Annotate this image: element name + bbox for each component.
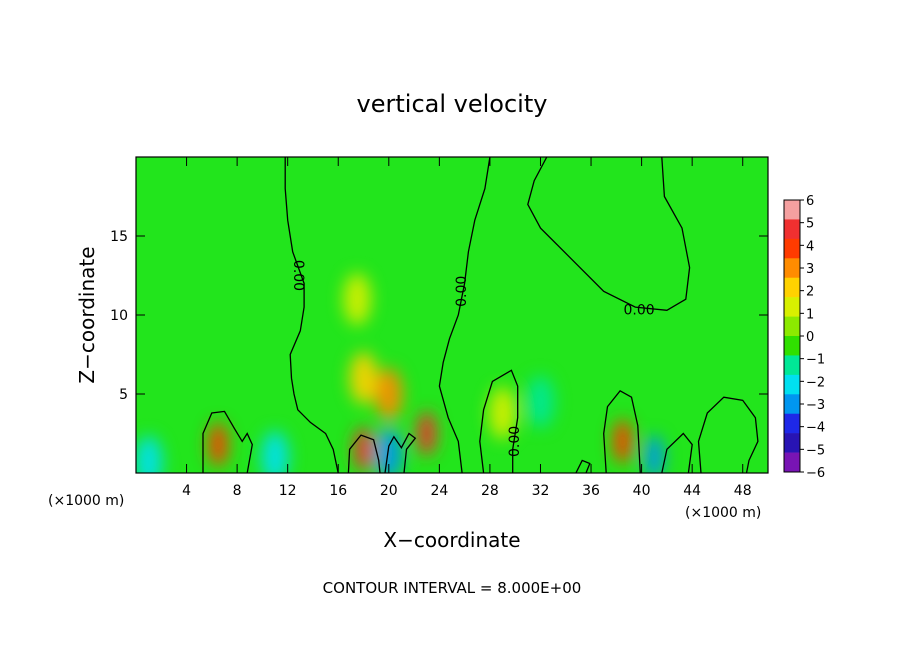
colorbar-label: 5 xyxy=(806,217,814,232)
colorbar-swatch xyxy=(784,374,800,395)
contour-label: 0.00 xyxy=(623,302,654,318)
contour-line xyxy=(527,157,691,311)
y-axis-label: Z−coordinate xyxy=(75,246,99,383)
colorbar-label: 1 xyxy=(806,307,814,322)
field-blob-pos xyxy=(343,273,372,326)
y-tick-label: 15 xyxy=(110,229,128,245)
field-blob-pos xyxy=(374,368,403,420)
x-tick-label: 24 xyxy=(430,483,448,499)
colorbar-swatch xyxy=(784,297,800,317)
x-units-left: (×1000 m) xyxy=(48,493,124,509)
contour-label: 0.00 xyxy=(454,276,470,307)
field-blob-pos xyxy=(612,419,633,464)
x-axis-label: X−coordinate xyxy=(383,528,520,552)
contour-label: 0.00 xyxy=(507,426,523,457)
colorbar-swatch xyxy=(784,200,800,220)
x-tick-label: 20 xyxy=(380,483,398,499)
field-blob-neg xyxy=(261,431,290,473)
colorbar-label: −6 xyxy=(806,466,825,481)
chart-title: vertical velocity xyxy=(357,90,548,118)
contour-line xyxy=(347,434,381,473)
contour-line xyxy=(384,432,417,473)
y-tick-label: 10 xyxy=(110,308,128,324)
contour-line xyxy=(479,369,519,473)
contour-line xyxy=(603,389,641,473)
colorbar-label: −4 xyxy=(806,421,825,436)
x-tick-label: 4 xyxy=(182,483,191,499)
field-blob-neg xyxy=(526,375,555,428)
colorbar-label: 4 xyxy=(806,239,814,254)
colorbar-label: −3 xyxy=(806,398,825,413)
colorbar-swatch xyxy=(784,238,800,259)
colorbar-swatch xyxy=(784,277,800,298)
contour-interval-note: CONTOUR INTERVAL = 8.000E+00 xyxy=(323,579,582,597)
x-tick-label: 16 xyxy=(329,483,347,499)
field-blob-pos xyxy=(353,427,374,472)
field-blob-neg xyxy=(136,435,163,473)
colorbar-label: −2 xyxy=(806,375,825,390)
colorbar-label: 6 xyxy=(806,194,814,209)
field-blob-pos xyxy=(349,352,378,405)
x-tick-label: 28 xyxy=(481,483,499,499)
contour-line xyxy=(284,157,339,473)
colorbar-swatch xyxy=(784,316,800,337)
plot-background xyxy=(136,157,768,473)
colorbar-swatch xyxy=(784,394,800,415)
y-tick-label: 5 xyxy=(119,387,128,403)
x-tick-label: 32 xyxy=(532,483,550,499)
colorbar-label: −5 xyxy=(806,443,825,458)
y-axis-ticks: 5 10 15 xyxy=(110,229,768,403)
field-blob-neg xyxy=(644,435,665,473)
x-tick-label: 12 xyxy=(279,483,297,499)
colorbar-label: −1 xyxy=(806,353,825,368)
x-tick-label: 48 xyxy=(734,483,752,499)
contour-line xyxy=(438,157,491,473)
x-tick-label: 40 xyxy=(633,483,651,499)
colorbar-swatch xyxy=(784,452,800,473)
field-blob-pos xyxy=(416,411,437,456)
colorbar-swatch xyxy=(784,355,800,376)
colorbar-swatch xyxy=(784,433,800,453)
contour-line xyxy=(697,396,759,473)
contour-label: 0.00 xyxy=(290,260,306,291)
x-tick-label: 8 xyxy=(233,483,242,499)
colorbar: 6 5 4 3 2 1 0 −1 −2 −3 −4 −5 −6 xyxy=(783,194,825,481)
x-tick-label: 44 xyxy=(683,483,701,499)
colorbar-label: 0 xyxy=(806,330,814,345)
contour-line xyxy=(661,432,693,473)
colorbar-swatch xyxy=(784,219,800,240)
field-blob-pos xyxy=(208,422,229,467)
colorbar-swatch xyxy=(784,258,800,279)
x-axis-ticks: 4 8 12 16 20 24 28 32 36 40 44 48 xyxy=(182,157,752,499)
contour-line xyxy=(575,459,591,473)
x-tick-label: 36 xyxy=(582,483,600,499)
contour-line xyxy=(202,410,253,473)
colorbar-label: 2 xyxy=(806,285,814,300)
contour-lines: 0.00 0.00 0.00 0.00 xyxy=(202,157,759,473)
colorbar-swatch xyxy=(784,413,800,434)
plot-area: 0.00 0.00 0.00 0.00 xyxy=(136,157,768,473)
colorbar-label: 3 xyxy=(806,262,814,277)
field-blob-pos xyxy=(488,386,517,439)
x-units-right: (×1000 m) xyxy=(685,505,761,521)
colorbar-swatch xyxy=(784,336,800,356)
